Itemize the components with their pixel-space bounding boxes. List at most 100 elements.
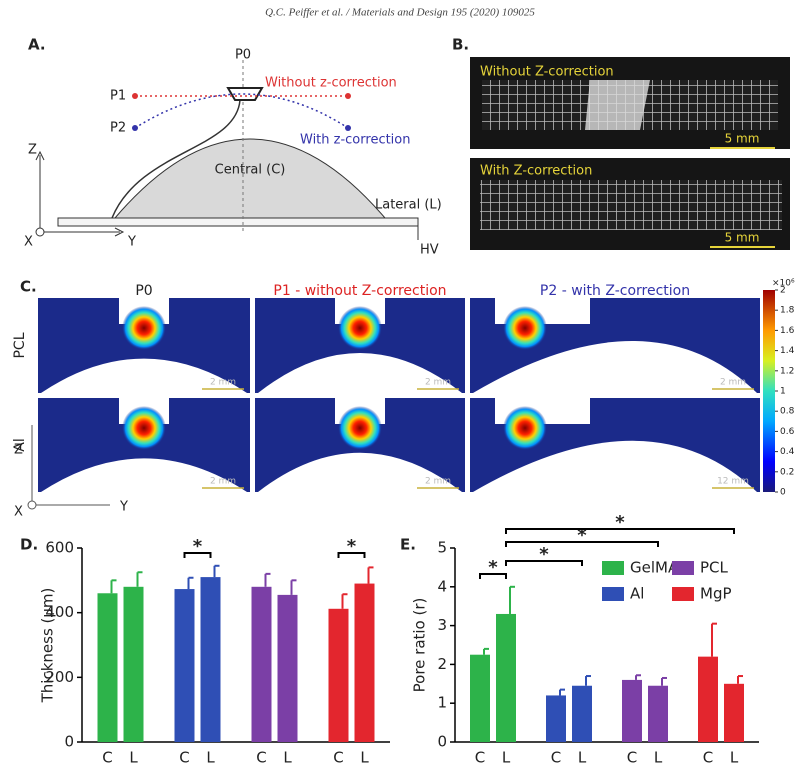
scale-label: 2 mm [425,378,451,388]
x-tick-label: L [730,749,739,767]
legend-swatch [602,587,624,601]
citation: Q.C. Peiffer et al. / Materials and Desi… [265,7,535,19]
x-tick-label: C [703,749,713,767]
bar [97,593,118,742]
significance-star: * [193,536,203,557]
label: Central (C) [215,163,286,178]
y-tick-label: 3 [437,616,447,634]
bar [328,608,349,742]
point [345,93,351,99]
x-tick-label: C [102,749,112,767]
scale-label: 2 mm [210,477,236,487]
field-hotspot [503,306,547,350]
y-tick-label: 200 [45,668,74,686]
substrate [473,440,757,492]
label: X [14,505,23,520]
column-title: P0 [135,283,152,299]
x-tick-label: C [333,749,343,767]
significance-bracket [505,528,735,534]
label: Z [28,143,37,158]
colorbar-tick-label: 1.2 [780,366,794,376]
y-axis-title: Pore ratio (r) [411,598,429,693]
column-title: P1 - without Z-correction [273,283,446,299]
x-tick-label: L [654,749,663,767]
y-tick-label: 400 [45,603,74,621]
field-hotspot [338,306,382,350]
scale-label: 12 mm [717,477,749,487]
significance-star: * [539,544,549,565]
y-tick-label: 0 [437,733,447,751]
colorbar-tick-label: 0.4 [780,447,795,457]
scale-label: 2 mm [425,477,451,487]
colorbar-tick-label: 0.6 [780,427,795,437]
bar [277,594,298,742]
colorbar-tick-label: 1.6 [780,326,795,336]
bar [470,654,490,742]
x-tick-label: L [578,749,587,767]
x-tick-label: C [551,749,561,767]
significance-bracket [479,573,507,579]
panel-label: D. [20,536,38,554]
point [132,93,138,99]
substrate [41,358,247,393]
legend-label: PCL [700,559,729,577]
significance-star: * [615,512,625,533]
legend-label: GelMA [630,559,679,577]
scale-label: 5 mm [725,132,760,146]
legend-swatch [602,561,624,575]
bar [354,583,375,742]
colorbar-tick-label: 0.8 [780,407,795,417]
point [132,125,138,131]
colorbar-tick-label: 1.4 [780,346,795,356]
label: With z-correction [300,133,411,148]
label: Y [127,235,136,250]
field-hotspot [503,406,547,450]
bar [572,685,592,742]
bar [698,656,718,742]
substrate [258,353,462,393]
colorbar-tick-label: 1 [780,387,786,397]
scale-label: 2 mm [720,378,746,388]
colorbar [763,290,775,492]
significance-bracket [183,552,212,558]
axis-origin [27,500,37,510]
bar [546,695,566,742]
significance-star: * [488,557,498,578]
bar [724,683,744,742]
scaffold [480,180,782,230]
x-tick-label: L [129,749,138,767]
y-tick-label: 5 [437,539,447,557]
colorbar-tick-label: 0 [780,488,786,498]
scale-label: 2 mm [210,378,236,388]
y-tick-label: 600 [45,539,74,557]
field-hotspot [122,306,166,350]
x-tick-label: C [179,749,189,767]
label: Y [119,500,128,515]
label: X [24,235,33,250]
significance-star: * [577,525,587,546]
panel-label: E. [400,536,416,554]
panel-label: A. [28,36,46,54]
significance-bracket [337,552,366,558]
bar [200,577,221,742]
significance-bracket [505,541,659,547]
y-axis-title: Thickness (µm) [39,588,57,704]
x-tick-label: L [502,749,511,767]
label: P2 [110,121,126,136]
x-tick-label: C [256,749,266,767]
arrow [35,150,45,161]
collapse [585,80,650,130]
field-hotspot [122,406,166,450]
bar [496,613,516,742]
column-title: P2 - with Z-correction [540,283,690,299]
row-title: PCL [12,332,28,358]
panel-c: C. Z X Y ×10⁶ [14,278,795,520]
x-tick-label: L [360,749,369,767]
bar [251,586,272,742]
colorbar-unit: ×10⁶ [772,279,795,289]
significance-bracket [505,560,583,566]
substrate [41,458,247,492]
label: HV [420,243,439,258]
label: Lateral (L) [375,198,442,213]
point [345,125,351,131]
